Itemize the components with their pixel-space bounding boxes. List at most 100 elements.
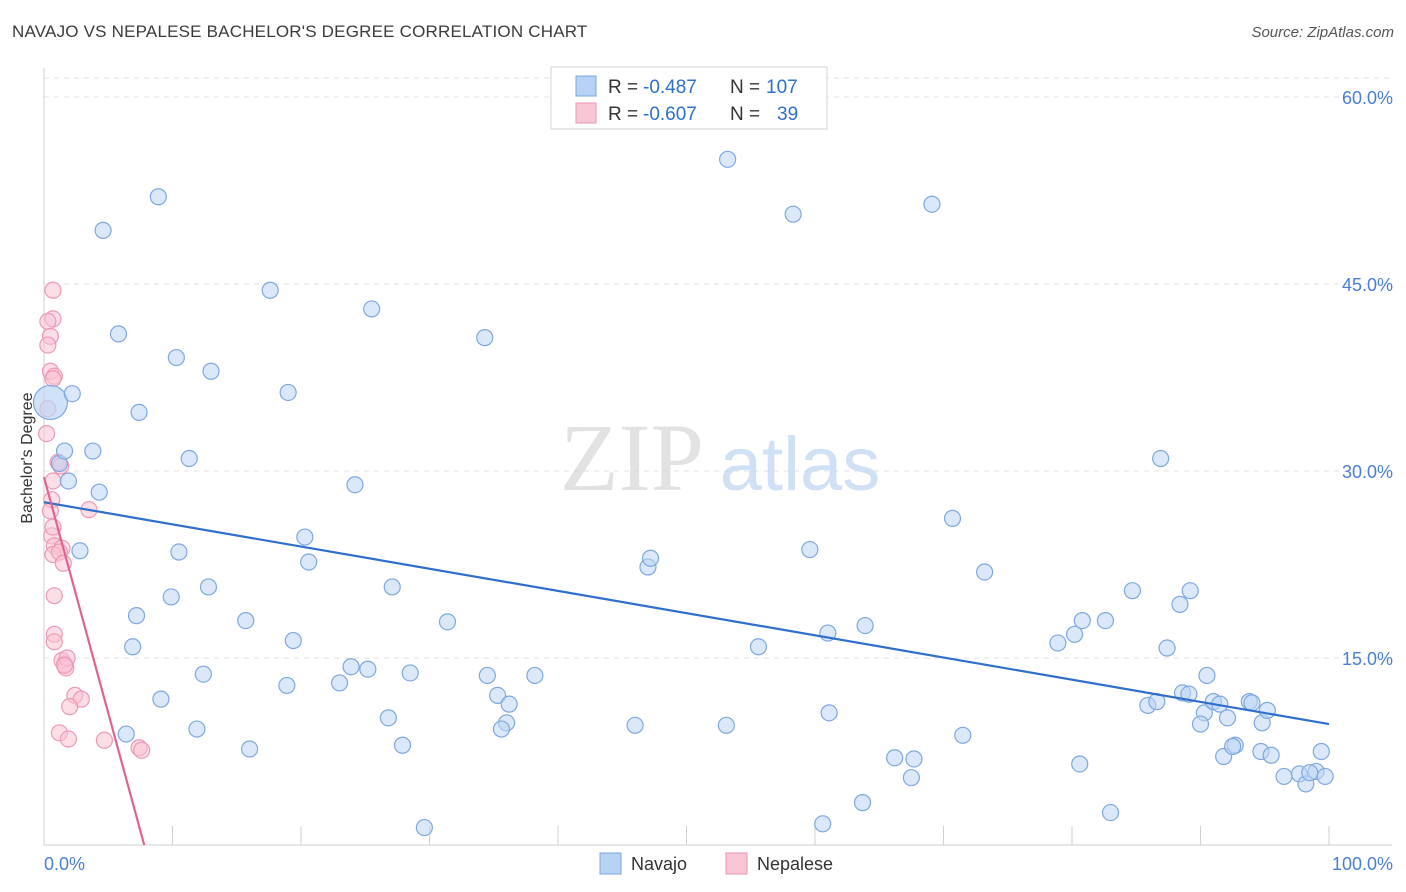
navajo-point	[500, 695, 518, 713]
legend-top: R = -0.487 N = 107 R = -0.607 N = 39	[550, 66, 828, 130]
chart-title: NAVAJO VS NEPALESE BACHELOR'S DEGREE COR…	[12, 22, 588, 41]
navajo-point	[1049, 634, 1067, 652]
navajo-point	[438, 613, 457, 631]
navajo-point	[1071, 755, 1089, 773]
navajo-point	[90, 483, 108, 501]
navajo-point	[59, 472, 78, 490]
navajo-point	[853, 794, 872, 812]
x-tick-label: 100.0%	[1332, 854, 1393, 874]
navajo-point	[188, 720, 206, 738]
navajo-point	[237, 611, 255, 630]
navajo-point	[71, 542, 89, 560]
navajo-point	[393, 736, 412, 754]
navajo-point	[109, 325, 128, 343]
y-tick-label: 60.0%	[1342, 88, 1393, 108]
navajo-point	[943, 509, 962, 527]
navajo-point	[1171, 595, 1189, 613]
watermark-zip: ZIP	[560, 404, 704, 511]
navajo-point	[359, 660, 377, 678]
navajo-point	[1243, 694, 1261, 712]
nepalese-point	[39, 336, 57, 354]
navajo-point	[130, 403, 148, 422]
navajo-point	[1181, 582, 1199, 600]
nepalese-points	[37, 281, 151, 759]
navajo-point	[626, 716, 644, 734]
legend-top-navajo-r-label: R =	[608, 77, 638, 98]
navajo-point	[383, 578, 401, 596]
navajo-point	[1275, 767, 1293, 786]
legend-top-nepalese-n-label: N =	[730, 104, 760, 125]
nepalese-point	[45, 633, 63, 651]
navajo-point	[923, 195, 941, 213]
navajo-point	[415, 818, 433, 837]
navajo-point	[1198, 666, 1216, 685]
navajo-point	[170, 543, 188, 561]
navajo-point	[1123, 582, 1141, 600]
legend-top-navajo-swatch	[575, 75, 597, 97]
nepalese-point	[133, 741, 151, 759]
navajo-point	[279, 383, 297, 402]
navajo-point	[127, 607, 146, 625]
navajo-point	[117, 725, 135, 743]
navajo-point	[476, 329, 494, 347]
navajo-point	[1312, 742, 1330, 761]
navajo-point	[330, 674, 349, 692]
nepalese-point	[59, 730, 78, 748]
navajo-point	[152, 690, 170, 708]
navajo-point	[346, 476, 364, 494]
navajo-point	[1152, 449, 1170, 468]
navajo-point	[284, 631, 302, 650]
navajo-point	[976, 563, 994, 581]
navajo-point	[296, 528, 314, 546]
navajo-point	[379, 709, 397, 727]
watermark-atlas: atlas	[720, 422, 881, 507]
navajo-trendline	[43, 501, 1330, 726]
navajo-point	[180, 449, 198, 468]
legend-top-box	[550, 66, 828, 130]
legend-top-nepalese-r-value: -0.607	[643, 104, 697, 125]
navajo-point	[32, 384, 69, 421]
navajo-point	[1073, 611, 1091, 630]
navajo-point	[1101, 803, 1120, 822]
navajo-points	[32, 150, 1334, 837]
nepalese-point	[44, 370, 62, 388]
nepalese-point	[37, 425, 56, 443]
legend-top-nepalese-r-label: R =	[608, 104, 638, 125]
navajo-point	[401, 664, 419, 682]
y-tick-label: 45.0%	[1342, 275, 1393, 295]
navajo-point	[1191, 715, 1210, 733]
legend-top-navajo-n-value: 107	[766, 77, 798, 98]
legend-top-nepalese-swatch	[575, 102, 597, 124]
navajo-point	[1218, 709, 1237, 727]
navajo-point	[902, 769, 920, 787]
navajo-point	[886, 749, 904, 767]
x-tick-labels: 0.0% 100.0%	[44, 854, 1393, 874]
navajo-point	[492, 720, 511, 738]
navajo-point	[194, 665, 212, 683]
navajo-point	[1065, 625, 1084, 643]
nepalese-point	[95, 731, 113, 749]
navajo-point	[814, 815, 832, 833]
trendlines	[42, 476, 1330, 846]
x-ticks	[43, 826, 1330, 845]
navajo-point	[820, 704, 838, 722]
nepalese-trendline	[42, 476, 146, 846]
navajo-point	[55, 442, 74, 460]
navajo-point	[1224, 737, 1242, 756]
navajo-point	[84, 442, 102, 460]
legend-top-navajo-n-label: N =	[730, 77, 760, 98]
nepalese-point	[45, 587, 63, 605]
navajo-point	[63, 385, 81, 403]
navajo-point	[1158, 639, 1176, 657]
navajo-point	[162, 588, 180, 606]
legend-nepalese-swatch	[725, 852, 748, 875]
legend-navajo-label: Navajo	[631, 854, 687, 874]
navajo-point	[801, 540, 819, 559]
navajo-point	[1258, 701, 1276, 719]
source-label: Source: ZipAtlas.com	[1251, 24, 1394, 41]
legend-top-nepalese-n-value: 39	[777, 104, 798, 125]
navajo-point	[167, 348, 185, 367]
navajo-point	[856, 616, 874, 635]
nepalese-point	[39, 312, 57, 330]
